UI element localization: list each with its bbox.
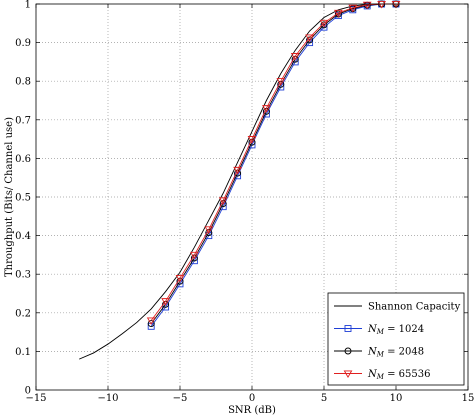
legend-label: Shannon Capacity [368,302,461,313]
data-point-square [320,23,328,31]
legend-marker-triangle [343,370,353,378]
y-tick-label: 0.2 [15,308,31,319]
legend-label-value: = 1024 [384,324,424,335]
y-tick-label: 0.9 [15,38,31,49]
legend-marker-square [344,325,352,332]
y-axis-title: Throughput (Bits/ Channel use) [4,117,15,277]
y-tick-label: 0.5 [15,193,31,204]
y-tick-label: 0.1 [15,347,31,358]
series-line [79,3,396,360]
data-point-triangle [175,275,185,283]
series-line [150,3,396,324]
data-point-triangle [290,53,300,61]
y-tick-label: 0.8 [15,77,31,88]
x-tick-label: 5 [321,393,327,404]
x-tick-label: −5 [173,393,188,404]
y-tick-label: 1 [25,0,31,11]
y-tick-label: 0.7 [15,115,31,126]
legend-entry-2: NM = 1024 [334,324,424,336]
x-tick-label: 15 [462,393,474,404]
data-point-triangle [146,317,156,326]
data-point-triangle [218,197,228,205]
data-point-triangle [377,0,386,9]
legend-label-symbol: N [367,347,378,358]
data-point-triangle [190,251,199,260]
data-point-triangle [348,4,358,13]
data-point-triangle [262,105,271,113]
x-tick-label: −15 [25,393,46,404]
legend-label: NM = 1024 [367,324,424,336]
series-1 [79,3,396,360]
data-point-triangle [319,19,329,28]
legend-label: NM = 65536 [367,369,430,381]
legend-label-symbol: N [367,369,378,380]
series-2 [147,0,400,330]
x-axis-title: SNR (dB) [228,405,276,416]
data-point-triangle [362,1,372,10]
legend-label-value: = 65536 [384,369,431,380]
legend-box [327,292,465,386]
legend-entry-3: NM = 2048 [334,347,424,359]
data-point-triangle [305,34,314,43]
series-3 [147,0,400,328]
data-point-triangle [391,0,401,9]
data-point-triangle [276,78,286,86]
data-point-triangle [247,136,257,144]
data-point-triangle [204,226,214,234]
data-point-triangle [233,166,242,175]
data-point-circle [306,36,314,44]
legend-label-subscript: M [376,351,385,359]
legend-marker-circle [344,347,352,355]
legend-entry-4: NM = 65536 [334,369,430,381]
y-tick-label: 0.6 [15,154,31,165]
x-tick-label: 0 [249,393,255,404]
data-point-circle [147,320,155,328]
series-line [150,3,396,321]
axes: −15 −10 −5 0 5 10 15 0 0.1 0.2 0.3 0.4 0.5 0.6 0.7 0.8 0… [15,0,474,404]
data-point-triangle [161,298,170,306]
data-point-triangle [334,9,343,18]
legend-label-value: = 2048 [384,347,424,358]
y-tick-label: 0.3 [15,270,31,281]
series-line [150,3,396,327]
plot-series [79,0,401,360]
legend-label: NM = 2048 [367,347,424,359]
x-tick-label: −10 [97,393,118,404]
legend-label-subscript: M [376,328,385,336]
y-tick-label: 0.4 [15,231,31,242]
legend-label-subscript: M [376,373,385,381]
y-tick-label: 0 [25,386,31,397]
series-4 [146,0,401,326]
legend-entry-1: Shannon Capacity [334,302,461,313]
legend-label-symbol: N [367,324,378,335]
x-tick-label: 10 [390,393,403,404]
data-point-circle [320,21,328,29]
